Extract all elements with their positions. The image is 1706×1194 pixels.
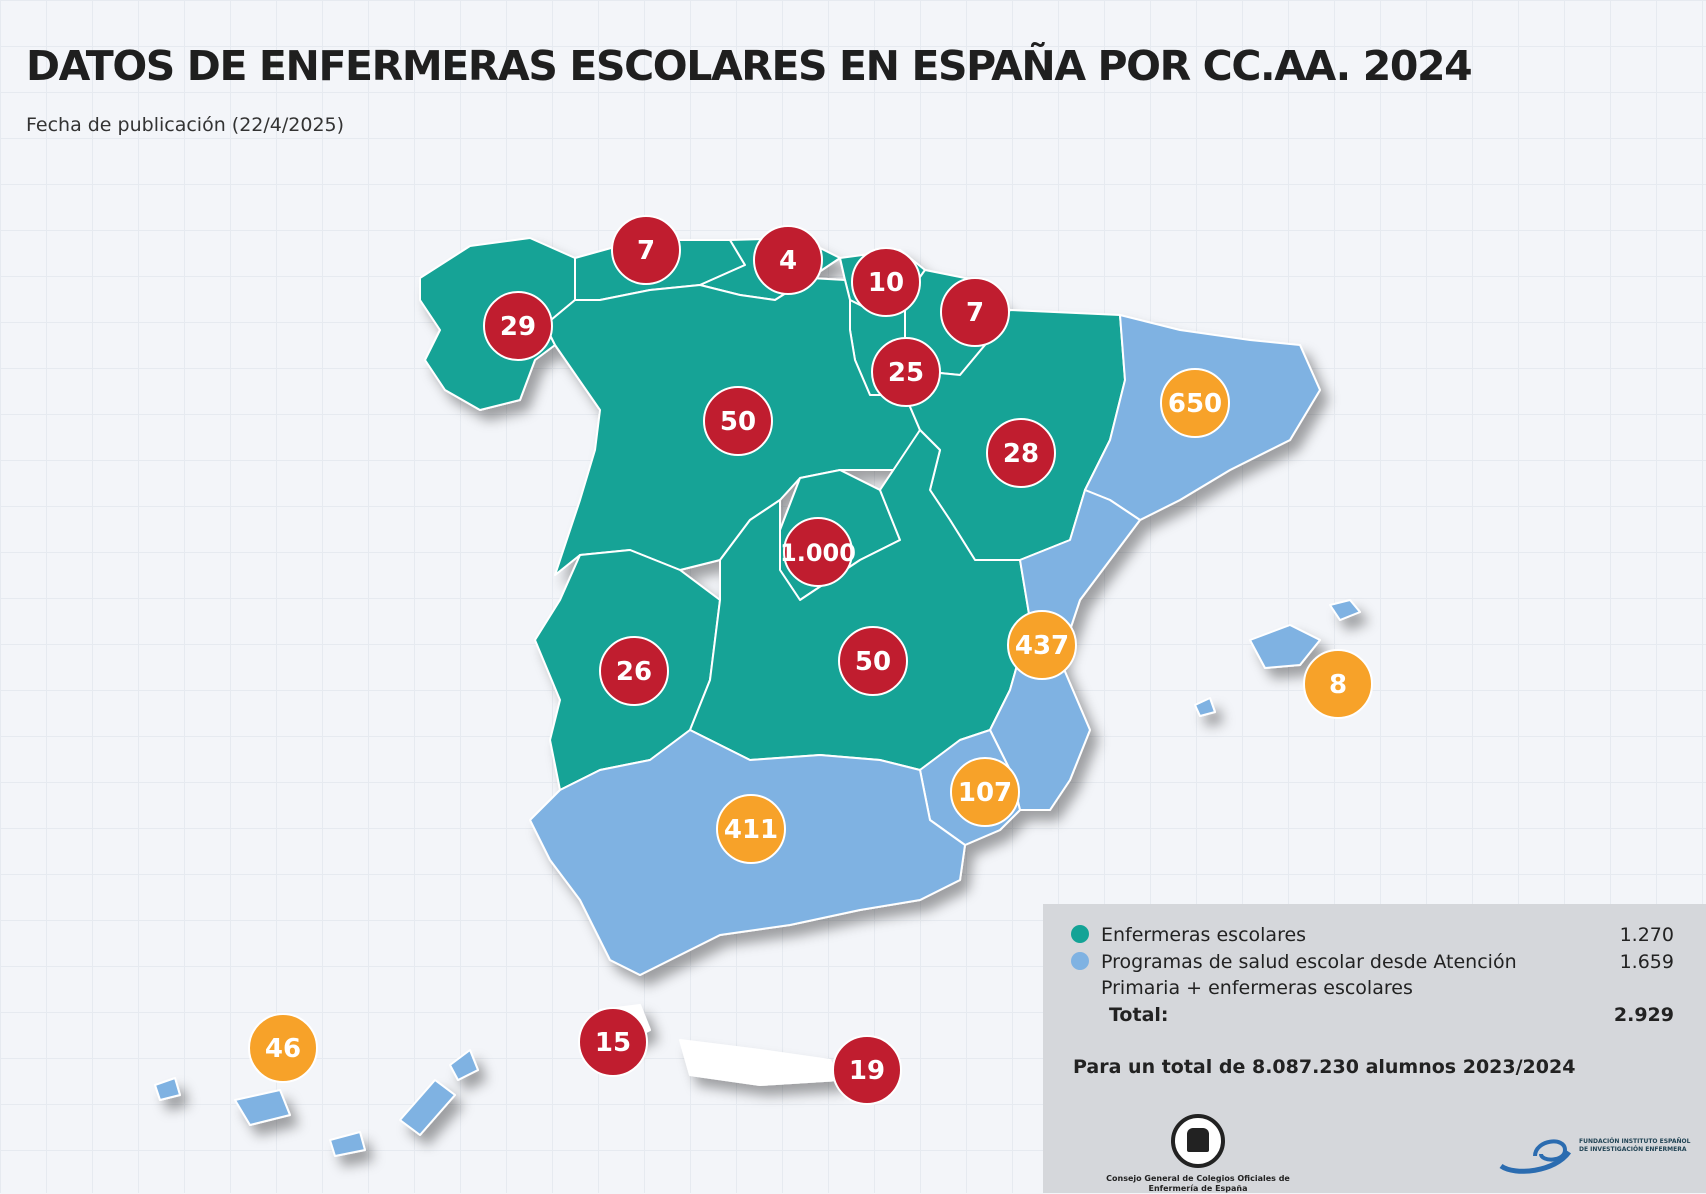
badge-madrid: 1.000 [780,517,856,587]
badge-cantabria: 4 [753,225,823,295]
badge-value: 411 [724,815,778,845]
badge-islas-canarias: 46 [248,1013,318,1083]
badge-circle [950,757,1020,827]
badge-circle [1160,368,1230,438]
badge-circle [716,794,786,864]
badge-value: 50 [720,407,756,437]
badge-circle [871,337,941,407]
badge-value: 15 [595,1028,631,1058]
badge-value: 46 [265,1034,301,1064]
page-title: DATOS DE ENFERMERAS ESCOLARES EN ESPAÑA … [26,42,1473,90]
badge-circle [1303,649,1373,719]
region-islas-canarias [154,1049,479,1157]
legend-label-continued: Primaria + enfermeras escolares [1101,977,1413,999]
badge-value: 107 [958,778,1012,808]
badge-circle [248,1013,318,1083]
badge-circle [483,291,553,361]
badge-value: 10 [868,268,904,298]
badge-circle [1007,610,1077,680]
badge-value: 29 [500,312,536,342]
badge-circle [832,1035,902,1105]
badge-la-rioja: 25 [871,337,941,407]
badge-castilla-y-leon: 50 [703,386,773,456]
total-value: 2.929 [1613,1004,1674,1026]
badge-value: 25 [888,358,924,388]
region-islas-baleares [1194,599,1361,717]
legend-label: Programas de salud escolar desde Atenció… [1101,951,1517,973]
publication-date: Fecha de publicación (22/4/2025) [26,114,345,136]
badge-islas-baleares: 8 [1303,649,1373,719]
badge-circle [783,517,853,587]
badge-pais-vasco: 10 [851,247,921,317]
badge-circle [838,626,908,696]
fundacion-org-name: FUNDACIÓN INSTITUTO ESPAÑOL DE INVESTIGA… [1579,1138,1691,1153]
seal-icon [1171,1114,1225,1168]
total-label: Total: [1109,1004,1169,1026]
consejo-org-name: Consejo General de Colegios Oficiales de… [1106,1174,1290,1193]
badge-circle [611,215,681,285]
badge-circle [753,225,823,295]
badge-ceuta: 15 [578,1007,648,1077]
badge-value: 7 [637,236,655,266]
badge-galicia: 29 [483,291,553,361]
legend-item-programas: Programas de salud escolar desde Atenció… [1071,951,1517,973]
badge-value: 26 [616,657,652,687]
badge-region-de-murcia: 107 [950,757,1020,827]
students-total: Para un total de 8.087.230 alumnos 2023/… [1073,1056,1576,1078]
legend-value: 1.270 [1619,924,1674,946]
teal-dot-icon [1071,925,1089,943]
region-melilla [679,1039,841,1086]
badge-circle [578,1007,648,1077]
badge-value: 1.000 [780,539,856,567]
badge-value: 8 [1329,670,1347,700]
badge-circle [940,277,1010,347]
legend-label: Enfermeras escolares [1101,924,1307,946]
legend-panel: Enfermeras escolares 1.270 Programas de … [1043,904,1706,1193]
badge-comunidad-valenciana: 437 [1007,610,1077,680]
badge-circle [703,386,773,456]
badge-andalucia: 411 [716,794,786,864]
badge-value: 437 [1015,631,1069,661]
badge-value: 7 [966,298,984,328]
badge-value: 28 [1003,439,1039,469]
badge-melilla: 19 [832,1035,902,1105]
legend-item-enfermeras: Enfermeras escolares [1071,924,1306,946]
legend-value: 1.659 [1619,951,1674,973]
badge-castilla-la-mancha: 50 [838,626,908,696]
badge-value: 50 [855,647,891,677]
badge-circle [599,636,669,706]
badge-asturias: 7 [611,215,681,285]
badge-value: 19 [849,1056,885,1086]
badge-navarra: 7 [940,277,1010,347]
badge-extremadura: 26 [599,636,669,706]
swirl-icon [1499,1139,1572,1174]
badge-value: 650 [1168,389,1222,419]
consejo-logo: Consejo General de Colegios Oficiales de… [1093,1114,1303,1194]
badge-cataluna: 650 [1160,368,1230,438]
badge-circle [851,247,921,317]
badge-circle [986,418,1056,488]
blue-dot-icon [1071,952,1089,970]
badge-aragon: 28 [986,418,1056,488]
badge-value: 4 [779,246,797,276]
